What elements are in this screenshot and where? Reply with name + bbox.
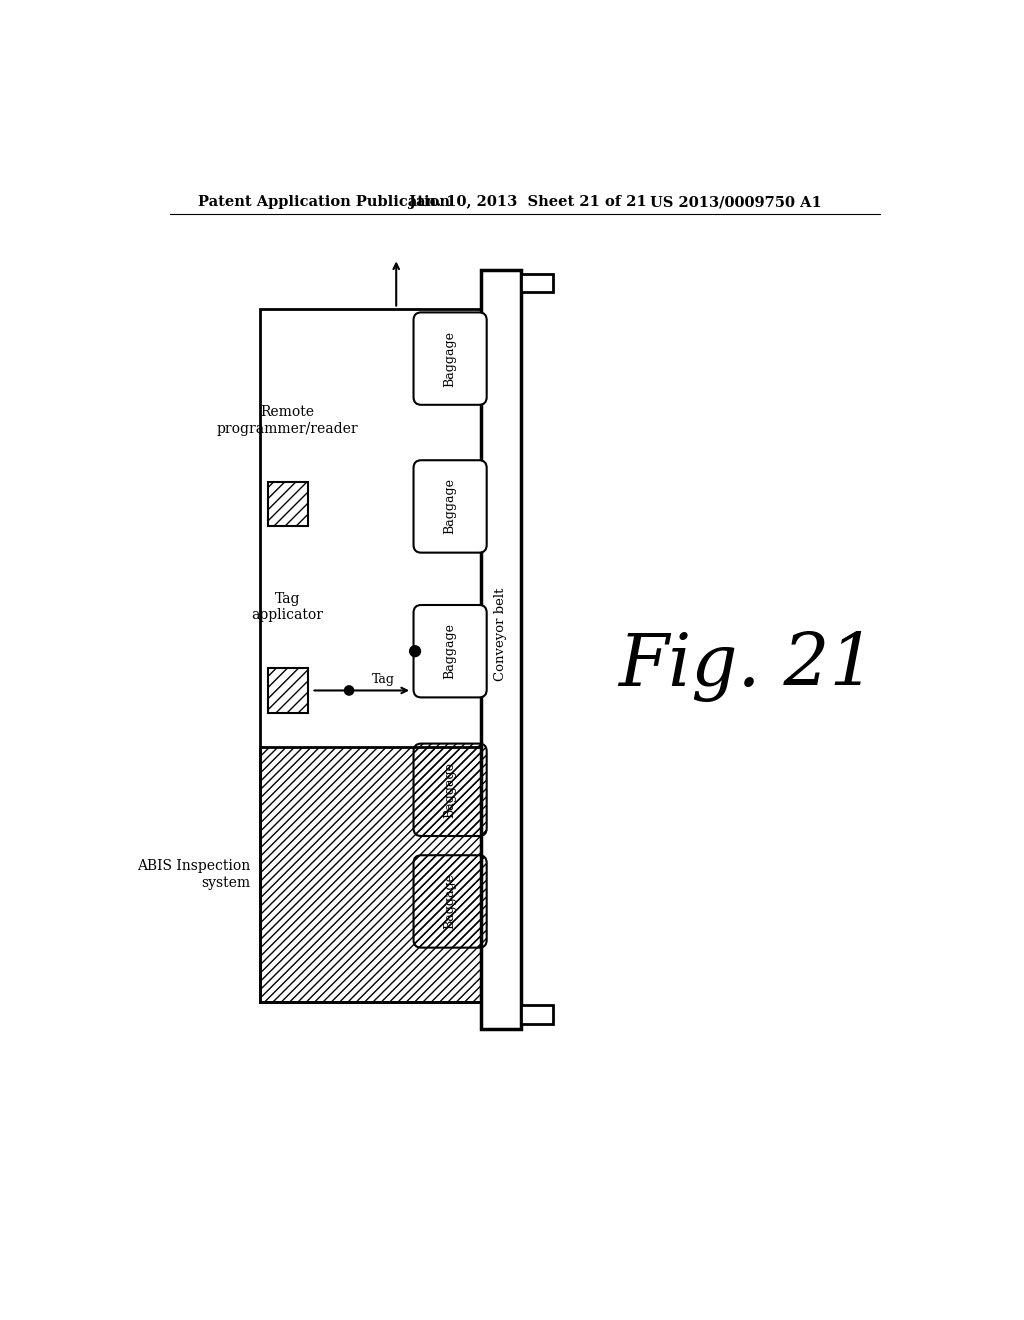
Bar [521, 1006, 553, 1024]
Bar [481, 271, 521, 1028]
Text: Baggage: Baggage [443, 623, 457, 680]
Text: Baggage: Baggage [443, 762, 457, 818]
Text: Patent Application Publication: Patent Application Publication [199, 195, 451, 210]
Text: Remote
programmer/reader: Remote programmer/reader [217, 405, 358, 436]
FancyBboxPatch shape [414, 461, 486, 553]
FancyBboxPatch shape [414, 313, 486, 405]
Text: Baggage: Baggage [443, 330, 457, 387]
Text: Baggage: Baggage [443, 478, 457, 535]
Text: US 2013/0009750 A1: US 2013/0009750 A1 [650, 195, 822, 210]
Text: Tag
applicator: Tag applicator [252, 591, 324, 622]
Text: Tag: Tag [372, 673, 395, 686]
Text: Jan. 10, 2013  Sheet 21 of 21: Jan. 10, 2013 Sheet 21 of 21 [410, 195, 647, 210]
Bar [267, 668, 307, 713]
Text: Conveyor belt: Conveyor belt [495, 587, 508, 681]
Bar [260, 309, 481, 1002]
Text: Baggage: Baggage [443, 874, 457, 929]
Circle shape [344, 686, 353, 696]
FancyBboxPatch shape [414, 605, 486, 697]
Text: ABIS Inspection
system: ABIS Inspection system [137, 859, 251, 890]
Bar [267, 482, 307, 527]
Bar [521, 275, 553, 293]
Circle shape [410, 645, 421, 656]
Bar [260, 747, 481, 1002]
Text: Fig. 21: Fig. 21 [617, 631, 876, 702]
